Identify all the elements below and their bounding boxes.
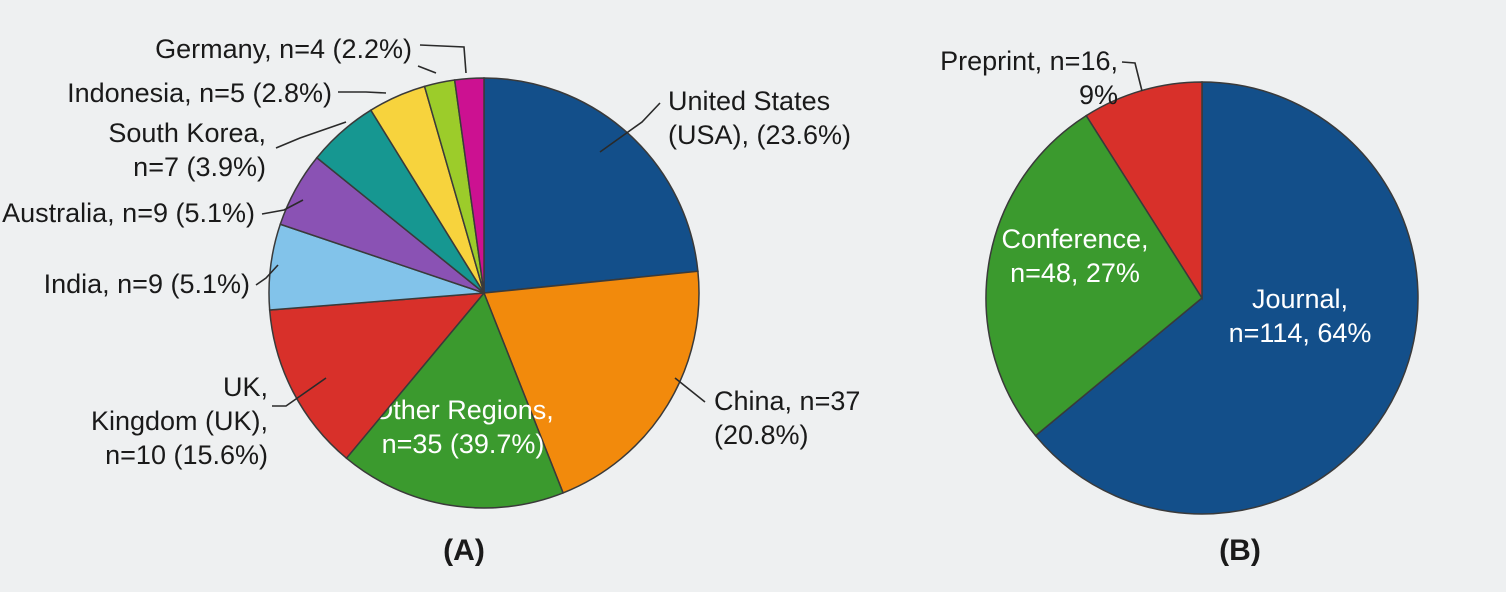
panel-label: (A) <box>443 534 485 567</box>
slice-conference-1 <box>985 114 1203 437</box>
slice-label-line: n=10 (15.6%) <box>105 440 268 470</box>
slice-china-1 <box>482 270 700 494</box>
slice-label-line: Preprint, n=16, <box>940 46 1118 76</box>
leader-line-preprint <box>1121 61 1143 92</box>
slice-label-line: China, n=37 <box>714 386 860 416</box>
slice-label-india: India, n=9 (5.1%) <box>44 269 250 299</box>
leader-line-indonesia <box>338 91 387 94</box>
slice-label-journal: Journal, n=114, 64% <box>1229 284 1372 348</box>
slice-label-line: Australia, n=9 (5.1%) <box>2 198 255 228</box>
slice-label-line: Germany, n=4 (2.2%) <box>155 34 412 64</box>
slice-label-conference: Conference, n=48, 27% <box>1001 224 1148 288</box>
leader-line-china <box>674 377 706 403</box>
slice-label-line: (USA), (23.6%) <box>668 120 851 150</box>
slice-label-germany: Germany, n=4 (2.2%) <box>155 34 412 64</box>
slice-label-line: United States <box>668 86 830 116</box>
slice-label-line: India, n=9 (5.1%) <box>44 269 250 299</box>
slice-label-line: Other Regions, <box>372 395 554 425</box>
slice-label-other-regions: Other Regions, n=35 (39.7%) <box>372 395 554 459</box>
slice-label-indonesia: Indonesia, n=5 (2.8%) <box>67 78 332 108</box>
leader-line-india <box>255 264 279 286</box>
slice-label-line: n=35 (39.7%) <box>382 429 545 459</box>
slice-uk-3 <box>268 292 486 460</box>
slice-label-line: South Korea, <box>108 118 266 148</box>
slice-label-line: n=114, 64% <box>1229 318 1372 348</box>
slice-label-australia: Australia, n=9 (5.1%) <box>2 198 255 228</box>
slice-label-line: Kingdom (UK), <box>91 406 268 436</box>
slice-label-line: Conference, <box>1001 224 1148 254</box>
slice-label-south-korea: South Korea, n=7 (3.9%) <box>108 118 266 182</box>
leader-line-germany <box>419 44 467 74</box>
slice-label-line: (20.8%) <box>714 420 809 450</box>
slice-united-states-usa-0 <box>483 77 699 294</box>
slice-journal-0 <box>1034 81 1419 515</box>
pie-chart-a: United States (USA), (23.6%) China, n=37 (2… <box>2 34 860 567</box>
slice-label-line: UK, <box>223 372 268 402</box>
slice-label-line: n=48, 27% <box>1010 258 1140 288</box>
slice-germany-9 <box>453 77 485 294</box>
slice-label-line: n=7 (3.9%) <box>133 152 266 182</box>
leader-line-germany <box>417 65 437 74</box>
leader-line-uk <box>272 377 327 407</box>
leader-line-united-states-usa <box>599 102 661 153</box>
panel-label: (B) <box>1219 534 1261 567</box>
slice-label-line: Journal, <box>1252 284 1348 314</box>
pie-chart-b: Journal, n=114, 64% Conference, n=48, 27% Pr… <box>940 46 1419 567</box>
slice-other-regions-2 <box>345 291 565 509</box>
slice-label-united-states-usa: United States (USA), (23.6%) <box>668 86 851 150</box>
slice-label-preprint: Preprint, n=16, 9% <box>940 46 1118 110</box>
leader-line-australia <box>261 199 304 215</box>
slice-label-china: China, n=37 (20.8%) <box>714 386 860 450</box>
slice-label-line: Indonesia, n=5 (2.8%) <box>67 78 332 108</box>
leader-line-south-korea <box>275 121 347 149</box>
slice-label-line: 9% <box>1079 80 1118 110</box>
slice-label-uk: UK, Kingdom (UK), n=10 (15.6%) <box>91 372 268 470</box>
